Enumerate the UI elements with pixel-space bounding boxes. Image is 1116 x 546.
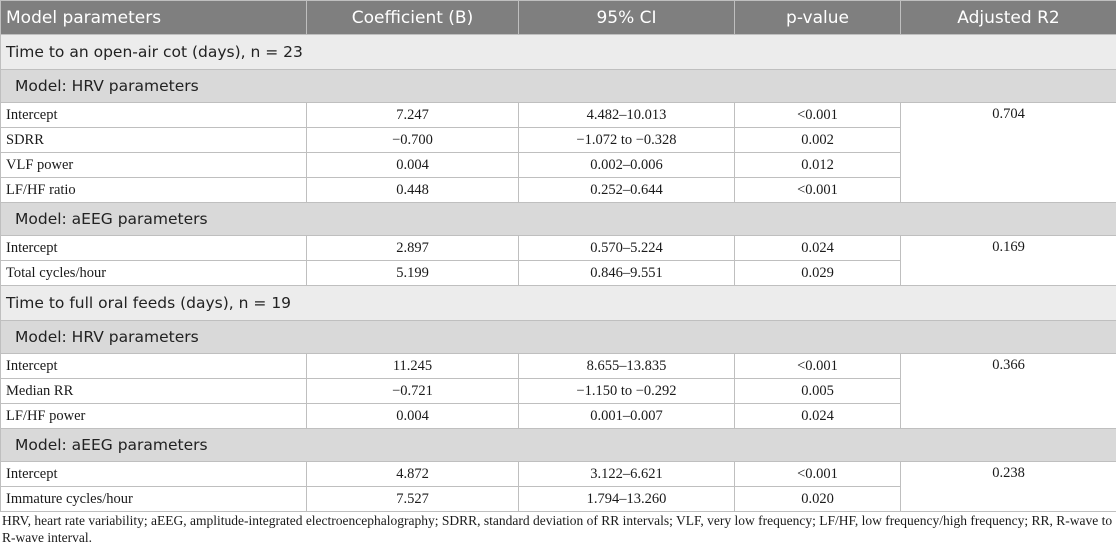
p-cell: <0.001 (734, 177, 901, 203)
column-header: p-value (734, 0, 901, 35)
param-cell: LF/HF power (0, 403, 307, 429)
model-row: Model: aEEG parameters (0, 428, 1116, 462)
column-header: Model parameters (0, 0, 307, 35)
section-title: Time to an open-air cot (days), n = 23 (0, 34, 1116, 70)
adjusted-r2-cell: 0.366 (900, 353, 1116, 429)
coef-cell: 0.448 (306, 177, 519, 203)
table-row: LF/HF ratio 0.448 0.252–0.644 <0.001 (0, 177, 1116, 203)
adjusted-r2-cell: 0.169 (900, 235, 1116, 286)
param-cell: Immature cycles/hour (0, 486, 307, 512)
param-cell: Intercept (0, 353, 307, 379)
p-cell: <0.001 (734, 461, 901, 487)
param-cell: Intercept (0, 235, 307, 261)
table-row: Median RR −0.721 −1.150 to −0.292 0.005 (0, 378, 1116, 404)
table-row: SDRR −0.700 −1.072 to −0.328 0.002 (0, 127, 1116, 153)
model-row: Model: HRV parameters (0, 320, 1116, 354)
model-row: Model: HRV parameters (0, 69, 1116, 103)
ci-cell: 0.001–0.007 (518, 403, 735, 429)
table-row: Intercept 11.245 8.655–13.835 <0.001 0.366 (0, 353, 1116, 429)
param-cell: Intercept (0, 461, 307, 487)
coef-cell: 7.247 (306, 102, 519, 128)
coef-cell: 0.004 (306, 403, 519, 429)
table-row: VLF power 0.004 0.002–0.006 0.012 (0, 152, 1116, 178)
p-cell: <0.001 (734, 102, 901, 128)
p-cell: <0.001 (734, 353, 901, 379)
p-cell: 0.029 (734, 260, 901, 286)
model-title: Model: HRV parameters (0, 320, 1116, 354)
section-title: Time to full oral feeds (days), n = 19 (0, 285, 1116, 321)
coef-cell: −0.721 (306, 378, 519, 404)
column-header: 95% CI (518, 0, 735, 35)
ci-cell: −1.072 to −0.328 (518, 127, 735, 153)
table-row: Total cycles/hour 5.199 0.846–9.551 0.029 (0, 260, 1116, 286)
ci-cell: 4.482–10.013 (518, 102, 735, 128)
ci-cell: 1.794–13.260 (518, 486, 735, 512)
p-cell: 0.005 (734, 378, 901, 404)
param-cell: SDRR (0, 127, 307, 153)
section-row: Time to an open-air cot (days), n = 23 (0, 34, 1116, 70)
header-row: Model parameters Coefficient (B) 95% CI … (0, 0, 1116, 35)
coef-cell: 0.004 (306, 152, 519, 178)
table-row: Intercept 2.897 0.570–5.224 0.024 0.169 (0, 235, 1116, 286)
coef-cell: 5.199 (306, 260, 519, 286)
param-cell: Median RR (0, 378, 307, 404)
ci-cell: 3.122–6.621 (518, 461, 735, 487)
model-title: Model: aEEG parameters (0, 428, 1116, 462)
column-header: Adjusted R2 (900, 0, 1116, 35)
ci-cell: 0.846–9.551 (518, 260, 735, 286)
adjusted-r2-cell: 0.238 (900, 461, 1116, 512)
ci-cell: −1.150 to −0.292 (518, 378, 735, 404)
p-cell: 0.002 (734, 127, 901, 153)
table-row: Intercept 4.872 3.122–6.621 <0.001 0.238 (0, 461, 1116, 512)
p-cell: 0.024 (734, 403, 901, 429)
results-table: Model parameters Coefficient (B) 95% CI … (0, 0, 1116, 512)
param-cell: Total cycles/hour (0, 260, 307, 286)
section-row: Time to full oral feeds (days), n = 19 (0, 285, 1116, 321)
p-cell: 0.012 (734, 152, 901, 178)
ci-cell: 0.252–0.644 (518, 177, 735, 203)
coef-cell: 4.872 (306, 461, 519, 487)
param-cell: Intercept (0, 102, 307, 128)
coef-cell: 11.245 (306, 353, 519, 379)
ci-cell: 8.655–13.835 (518, 353, 735, 379)
table-row: Intercept 7.247 4.482–10.013 <0.001 0.704 (0, 102, 1116, 203)
coef-cell: 2.897 (306, 235, 519, 261)
model-title: Model: HRV parameters (0, 69, 1116, 103)
param-cell: VLF power (0, 152, 307, 178)
table-row: Immature cycles/hour 7.527 1.794–13.260 0.0… (0, 486, 1116, 512)
p-cell: 0.020 (734, 486, 901, 512)
coef-cell: −0.700 (306, 127, 519, 153)
adjusted-r2-cell: 0.704 (900, 102, 1116, 203)
param-cell: LF/HF ratio (0, 177, 307, 203)
ci-cell: 0.002–0.006 (518, 152, 735, 178)
column-header: Coefficient (B) (306, 0, 519, 35)
ci-cell: 0.570–5.224 (518, 235, 735, 261)
table-footnote: HRV, heart rate variability; aEEG, ampli… (2, 513, 1113, 545)
model-title: Model: aEEG parameters (0, 202, 1116, 236)
table-row: LF/HF power 0.004 0.001–0.007 0.024 (0, 403, 1116, 429)
coef-cell: 7.527 (306, 486, 519, 512)
model-row: Model: aEEG parameters (0, 202, 1116, 236)
p-cell: 0.024 (734, 235, 901, 261)
